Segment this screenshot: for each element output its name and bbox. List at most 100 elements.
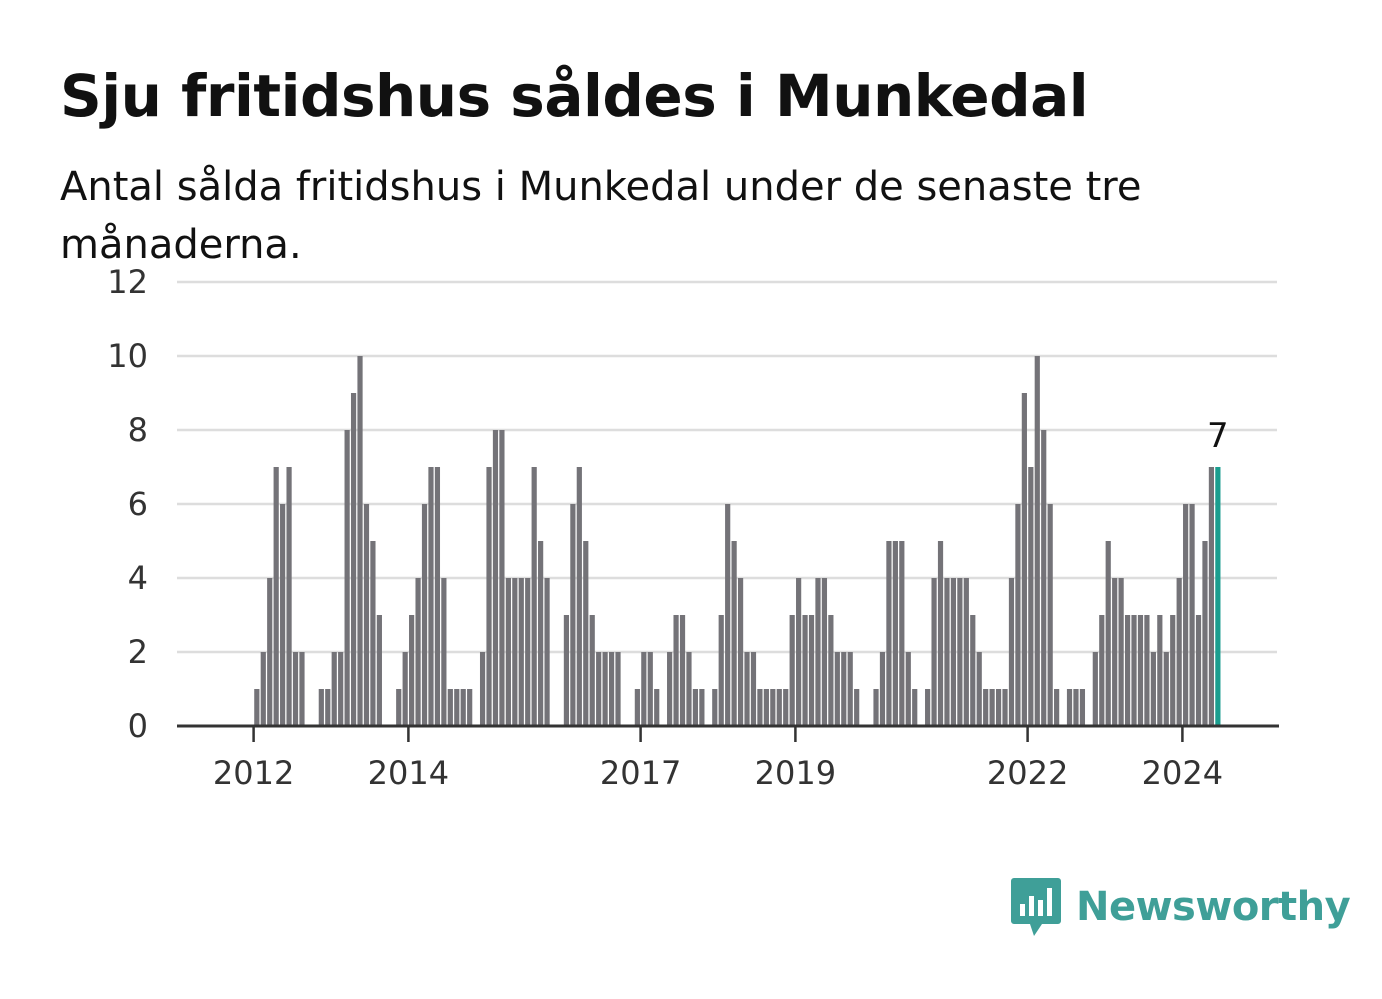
bar — [441, 578, 447, 726]
latest-value-label: 7 — [1207, 416, 1229, 456]
bar — [454, 689, 460, 726]
bar — [1092, 652, 1098, 726]
bar — [931, 578, 937, 726]
bar — [1066, 689, 1073, 726]
bar — [950, 578, 957, 726]
bar — [886, 541, 892, 726]
bar — [292, 652, 299, 726]
bar — [1002, 689, 1008, 726]
bar — [434, 467, 441, 726]
axes: 0 2 4 6 8 10 12 7 2012 2014 2017 2019 2022 2024 — [107, 263, 1279, 792]
bar — [280, 504, 286, 726]
bar — [1105, 541, 1111, 726]
x-tick-label: 2017 — [600, 754, 681, 792]
bar — [370, 541, 376, 726]
bar — [963, 578, 969, 726]
bar — [563, 615, 570, 726]
bar — [821, 578, 828, 726]
bar — [570, 504, 576, 726]
bar — [273, 467, 279, 726]
bar — [447, 689, 453, 726]
bar — [499, 430, 505, 726]
bar — [976, 652, 982, 726]
bar — [654, 689, 660, 726]
bar — [338, 652, 344, 726]
bar — [1163, 652, 1169, 726]
bar — [531, 467, 537, 726]
bar — [763, 689, 769, 726]
bar — [1034, 356, 1040, 726]
bar — [1202, 541, 1208, 726]
bar — [460, 689, 466, 726]
bar — [776, 689, 782, 726]
y-tick-label: 10 — [107, 337, 148, 375]
bar — [1137, 615, 1144, 726]
bar — [1170, 615, 1176, 726]
bar — [286, 467, 292, 726]
bar — [667, 652, 673, 726]
bar — [350, 393, 357, 726]
bar — [1183, 504, 1189, 726]
bar — [505, 578, 511, 726]
chart-title: Sju fritidshus såldes i Munkedal — [60, 62, 1089, 130]
bar — [692, 689, 699, 726]
bar — [267, 578, 273, 726]
bar — [538, 541, 544, 726]
brand-logo: Newsworthy — [1010, 876, 1351, 938]
y-tick-label: 12 — [107, 263, 148, 301]
bar — [1054, 689, 1060, 726]
bar — [1028, 467, 1034, 726]
newsworthy-logo-icon — [1011, 878, 1061, 936]
bar — [737, 578, 744, 726]
bar — [828, 615, 834, 726]
bar — [1157, 615, 1163, 726]
bar — [1099, 615, 1105, 726]
bar — [841, 652, 847, 726]
bar — [725, 504, 731, 726]
bar — [325, 689, 331, 726]
bar — [608, 652, 615, 726]
bar — [634, 689, 640, 726]
bar — [686, 652, 692, 726]
bar — [1189, 504, 1195, 726]
bar — [731, 541, 737, 726]
bar — [699, 689, 705, 726]
y-tick-label: 4 — [128, 559, 148, 597]
bar — [583, 541, 589, 726]
chart-subtitle: Antal sålda fritidshus i Munkedal under … — [60, 164, 1142, 268]
bar — [615, 652, 621, 726]
bar — [525, 578, 531, 726]
bar — [1073, 689, 1079, 726]
bar — [467, 689, 473, 726]
bar — [925, 689, 931, 726]
bar — [1208, 467, 1215, 726]
bar — [396, 689, 402, 726]
x-tick-label: 2014 — [368, 754, 449, 792]
bar — [1195, 615, 1202, 726]
bar — [1176, 578, 1182, 726]
bar — [808, 615, 815, 726]
bar — [750, 652, 757, 726]
bar — [518, 578, 524, 726]
bar — [970, 615, 976, 726]
bar — [428, 467, 434, 726]
bar — [796, 578, 802, 726]
bar — [1008, 578, 1015, 726]
bar — [512, 578, 518, 726]
bar — [357, 356, 363, 726]
bar-latest — [1215, 467, 1221, 726]
y-tick-label: 0 — [128, 707, 148, 745]
brand-name: Newsworthy — [1076, 884, 1351, 930]
bar — [1112, 578, 1118, 726]
bar — [1021, 393, 1027, 726]
bar — [260, 652, 266, 726]
bar — [602, 652, 608, 726]
bar — [770, 689, 776, 726]
bar — [1150, 652, 1156, 726]
bar — [641, 652, 647, 726]
y-tick-label: 8 — [128, 411, 148, 449]
x-tick-label: 2024 — [1142, 754, 1223, 792]
bar — [912, 689, 918, 726]
bar — [757, 689, 763, 726]
